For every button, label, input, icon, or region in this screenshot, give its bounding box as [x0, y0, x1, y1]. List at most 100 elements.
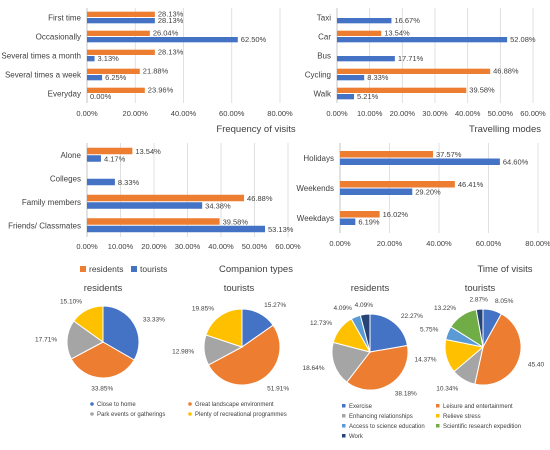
pie-label-access-to-science-education: 4.09% [334, 305, 353, 312]
x-tick-label: 10.00% [108, 242, 134, 251]
data-label-residents: 39.58% [469, 86, 495, 95]
x-tick-label: 20.00% [123, 109, 149, 118]
pie-label-work: 2.87% [469, 297, 488, 304]
pie-slice-enhancing-relationships [331, 341, 371, 383]
data-label-residents: 13.54% [135, 147, 161, 156]
pie-label-leisure-and-entertainment: 38.18% [395, 391, 417, 398]
legend-label-residents: residents [89, 264, 124, 274]
legend-marker-relieve-stress [436, 414, 440, 418]
legends: residents tourists Close to home Great la… [80, 264, 521, 440]
bar-charts: 0.00% 20.00% 40.00% 60.00% 80.00% First time 2… [1, 8, 550, 275]
x-tick-label: 60.00% [520, 109, 546, 118]
bar-residents [340, 151, 433, 158]
pie-label-work: 4.09% [355, 302, 374, 309]
pie-label-close-to-home: 15.27% [264, 302, 286, 309]
bar-tourists [340, 188, 413, 195]
data-label-tourists: 6.19% [358, 218, 380, 227]
x-tick-label: 40.00% [208, 242, 234, 251]
bar-tourists [337, 18, 392, 24]
bar-tourists [87, 37, 238, 43]
legend-text-relieve-stress: Relieve stress [443, 414, 481, 420]
pie-chart-residents: residents 33.33% 33.85% 17.71% 15.10% [35, 283, 165, 392]
pie-chart-residents: residents 22.27% 38.18% 18.64% 12.73% 4.09% 4.… [303, 283, 424, 398]
pie-title: residents [84, 283, 123, 294]
pie-slice-leisure-and-entertainment [474, 313, 522, 386]
category-label: Bus [317, 52, 331, 61]
x-tick-label: 50.00% [242, 242, 268, 251]
legend-marker-scientific-research-expedition [436, 424, 440, 428]
bar-chart-frequency-of-visits: 0.00% 20.00% 40.00% 60.00% 80.00% First time 2… [1, 8, 296, 135]
legend-marker-great-landscape-environment [188, 402, 192, 406]
pie-label-relieve-stress: 14.37% [414, 357, 436, 364]
data-label-residents: 28.13% [158, 10, 184, 19]
bar-tourists [87, 202, 203, 209]
data-label-tourists: 34.38% [205, 201, 231, 210]
bar-tourists [337, 37, 508, 43]
data-label-tourists: 4.17% [104, 154, 126, 163]
chart-title: Frequency of visits [216, 124, 295, 135]
bar-residents [87, 194, 245, 202]
bar-chart-companion-types: 0.00% 10.00% 20.00% 30.00% 40.00% 50.00% 60.00… [8, 143, 301, 275]
x-tick-label: 50.00% [488, 109, 514, 118]
legend-marker-plenty-of-recreational-programmes [188, 412, 192, 416]
category-label: Several times a month [1, 52, 81, 61]
legend-marker-exercise [342, 404, 346, 408]
pie-slice-close-to-home [102, 305, 140, 361]
category-label: Everyday [48, 90, 81, 99]
category-label: Holidays [303, 154, 334, 163]
data-label-residents: 46.41% [458, 180, 484, 189]
x-tick-label: 80.00% [525, 239, 550, 248]
x-tick-label: 40.00% [455, 109, 481, 118]
bar-tourists [337, 56, 395, 62]
pie-label-great-landscape-environment: 33.85% [91, 385, 113, 392]
pie-slice-work [475, 308, 484, 348]
bar-residents [87, 218, 220, 225]
bar-residents [337, 30, 382, 36]
x-tick-label: 20.00% [390, 109, 416, 118]
chart-title: Time of visits [477, 264, 532, 275]
bar-tourists [87, 155, 101, 162]
data-label-tourists: 8.33% [367, 73, 389, 82]
legend-text-park-events-or-gatherings: Park events or gatherings [97, 412, 165, 418]
legend-text-scientific-research-expedition: Scientific research expedition [443, 424, 521, 430]
data-label-tourists: 53.13% [268, 225, 294, 234]
pie-label-access-to-science-education: 5.75% [420, 327, 439, 334]
legend-text-enhancing-relationships: Enhancing relationships [349, 414, 413, 420]
category-label: Taxi [317, 14, 331, 23]
bar-residents [87, 87, 145, 93]
x-tick-label: 0.00% [76, 242, 98, 251]
pie-label-park-events-or-gatherings: 12.98% [172, 349, 194, 356]
category-label: Weekends [296, 184, 334, 193]
bar-residents [87, 30, 150, 36]
data-label-tourists: 8.33% [118, 178, 140, 187]
bar-tourists [87, 178, 115, 186]
chart-title: Travelling modes [469, 124, 541, 135]
x-tick-label: 60.00% [476, 239, 502, 248]
legend-marker-park-events-or-gatherings [90, 412, 94, 416]
pie-label-exercise: 22.27% [401, 313, 423, 320]
pie-charts: residents 33.33% 33.85% 17.71% 15.10% tourist… [35, 283, 545, 398]
x-tick-label: 20.00% [377, 239, 403, 248]
data-label-tourists: 64.60% [503, 158, 529, 167]
legend-text-leisure-and-entertainment: Leisure and entertainment [443, 404, 513, 410]
pie-label-enhancing-relationships: 10.34% [436, 386, 458, 393]
pie-label-close-to-home: 33.33% [143, 317, 165, 324]
legend-marker-close-to-home [90, 402, 94, 406]
legend-marker-leisure-and-entertainment [436, 404, 440, 408]
bar-tourists [87, 18, 155, 24]
x-tick-label: 40.00% [426, 239, 452, 248]
bar-residents [340, 211, 380, 218]
x-tick-label: 60.00% [275, 242, 301, 251]
x-tick-label: 40.00% [171, 109, 197, 118]
x-tick-label: 0.00% [329, 239, 351, 248]
bar-chart-travelling-modes: 0.00% 10.00% 20.00% 30.00% 40.00% 50.00% 60.00… [305, 8, 546, 135]
bar-residents [337, 87, 467, 93]
pie-label-relieve-stress: 12.73% [310, 320, 332, 327]
category-label: Cycling [305, 71, 331, 80]
data-label-tourists: 5.21% [357, 92, 379, 101]
data-label-tourists: 0.00% [90, 92, 112, 101]
pie-label-plenty-of-recreational-programmes: 15.10% [60, 299, 82, 306]
bar-tourists [337, 75, 365, 81]
x-tick-label: 0.00% [76, 109, 98, 118]
